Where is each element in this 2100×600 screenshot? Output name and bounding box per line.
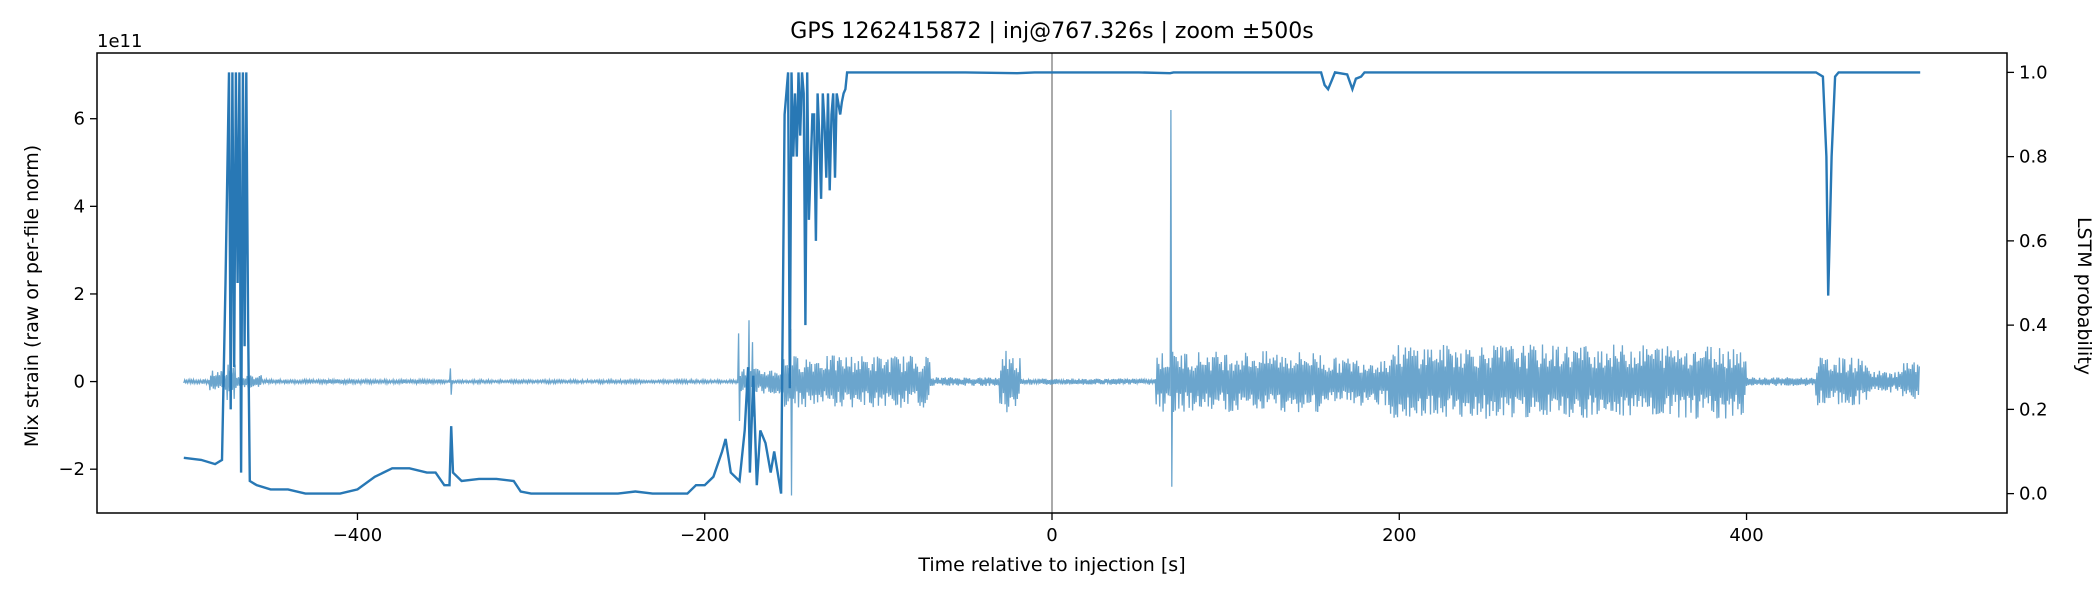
y-left-tick-label: −2 <box>58 459 85 480</box>
x-tick-label: 200 <box>1382 525 1416 546</box>
x-tick-label: −200 <box>680 525 729 546</box>
axes: −400 −200 0 200 400 −2 0 2 4 6 0.0 0.2 0.4 0.6 0.8 1.0 <box>58 52 2048 546</box>
y-left-tick-label: 6 <box>74 109 85 130</box>
y-right-axis-label: LSTM probability <box>2073 217 2095 375</box>
y-left-tick-label: 4 <box>74 196 85 217</box>
y-left-tick-label: 0 <box>74 372 85 393</box>
y-left-tick-label: 2 <box>74 284 85 305</box>
y-left-axis-label: Mix strain (raw or per-file norm) <box>21 145 43 447</box>
y-right-tick-label: 0.6 <box>2019 231 2048 252</box>
plot-inner <box>183 53 1921 513</box>
y-right-tick-label: 0.4 <box>2019 315 2048 336</box>
y-left-offset-label: 1e11 <box>97 31 142 52</box>
x-tick-label: −400 <box>333 525 382 546</box>
y-right-tick-label: 0.8 <box>2019 147 2048 168</box>
x-tick-label: 0 <box>1046 525 1057 546</box>
y-right-tick-label: 0.2 <box>2019 399 2048 420</box>
x-tick-label: 400 <box>1729 525 1763 546</box>
x-axis-label: Time relative to injection [s] <box>917 554 1185 576</box>
y-right-tick-label: 1.0 <box>2019 62 2048 83</box>
y-right-tick-label: 0.0 <box>2019 484 2048 505</box>
strain-series-line <box>183 109 1920 496</box>
plot-area <box>183 53 1921 513</box>
chart-title: GPS 1262415872 | inj@767.326s | zoom ±50… <box>790 19 1313 44</box>
lstm-probability-line <box>183 71 1921 495</box>
